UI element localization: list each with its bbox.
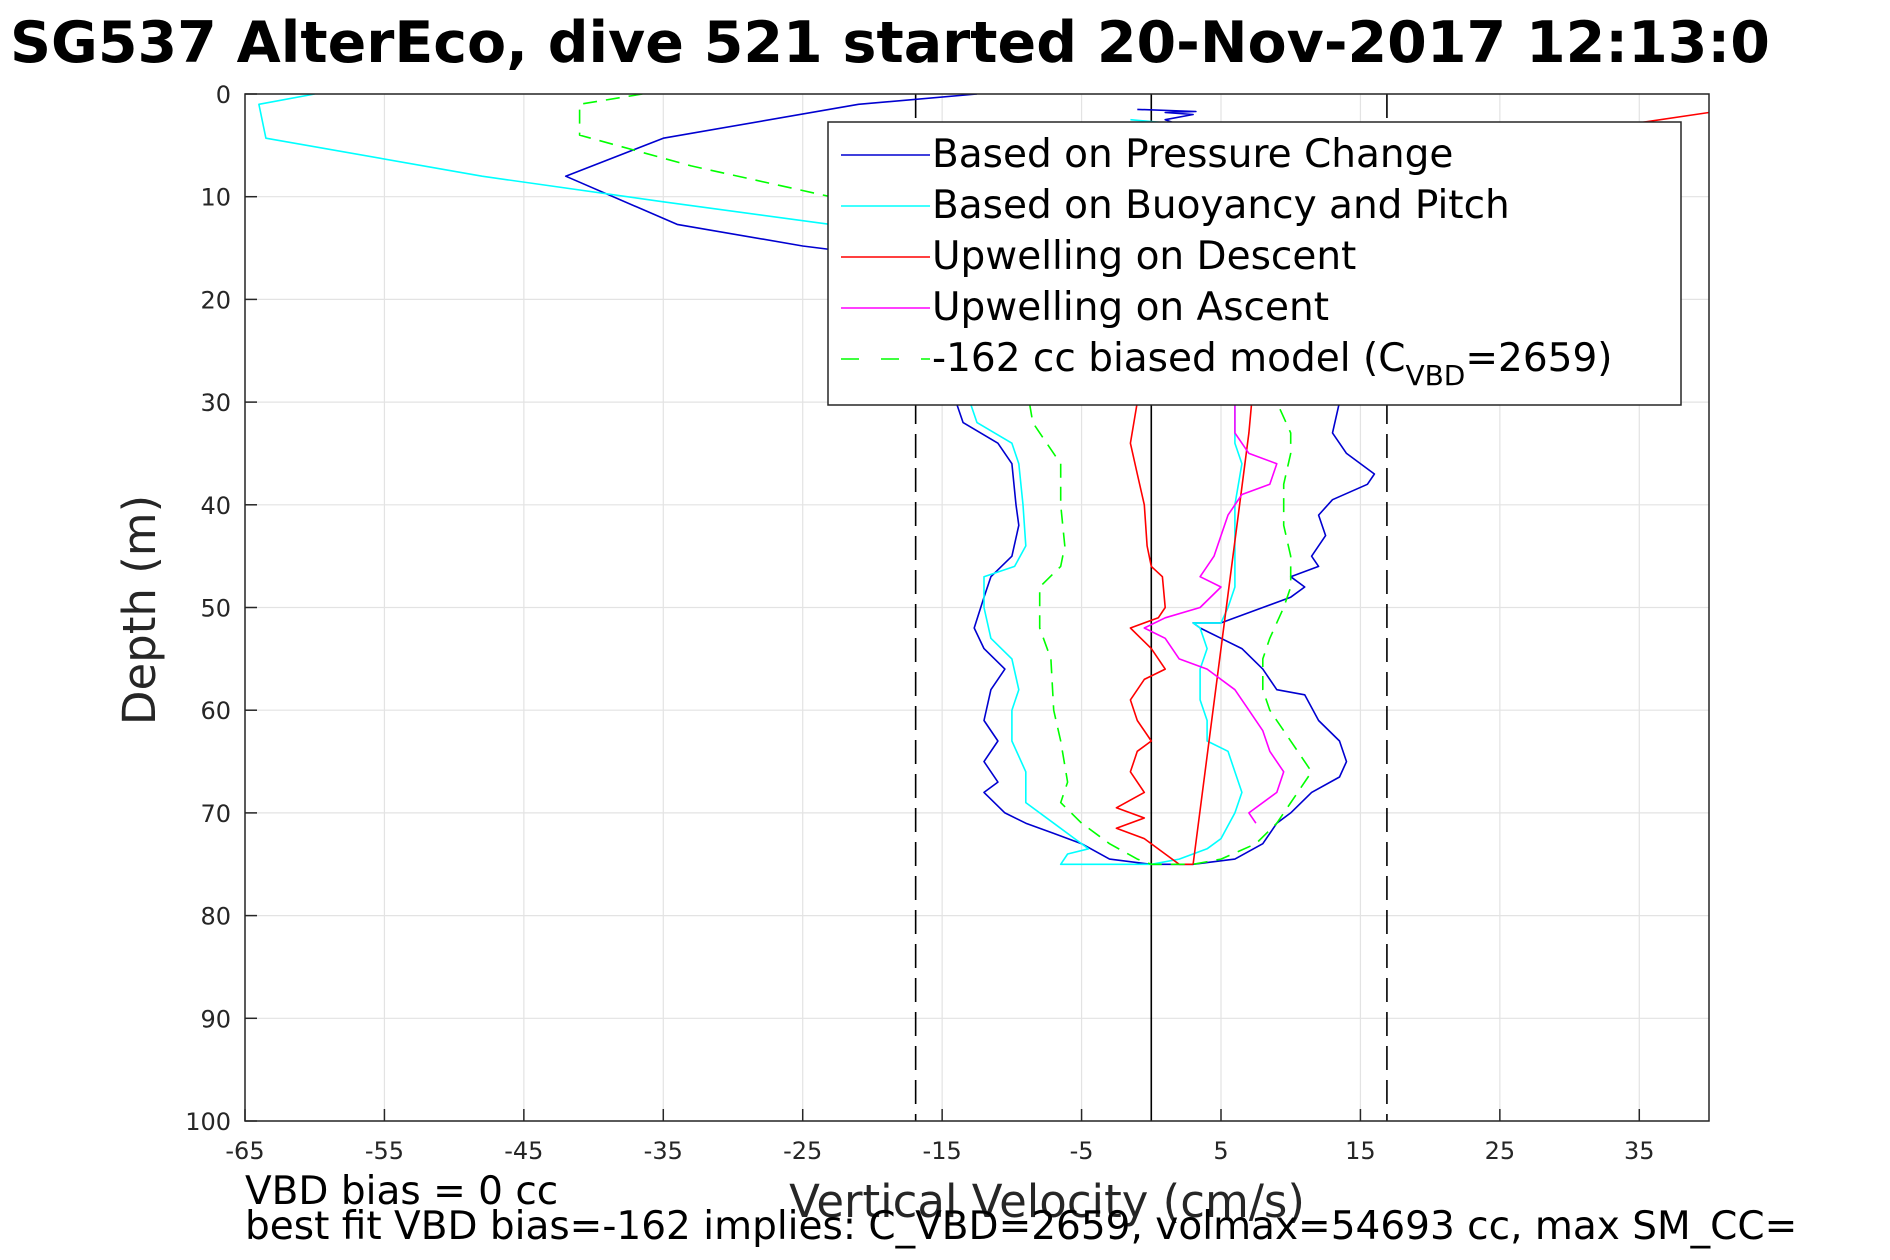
x-axis-label: Vertical Velocity (cm/s) (789, 1175, 1305, 1228)
x-tick-label: -15 (923, 1137, 962, 1165)
x-tick-label: -55 (365, 1137, 404, 1165)
y-tick-label: 70 (200, 800, 231, 828)
y-tick-label: 90 (200, 1005, 231, 1033)
chart-title: SG537 AlterEco, dive 521 started 20-Nov-… (10, 10, 1770, 76)
legend-label-end: =2659) (1465, 336, 1612, 381)
vbd-bias-note: VBD bias = 0 cc (245, 1169, 558, 1214)
y-tick-label: 0 (216, 81, 231, 109)
y-tick-label: 60 (200, 697, 231, 725)
series-line-buoyancy (258, 94, 1243, 866)
y-tick-label: 80 (200, 903, 231, 931)
legend-label: -162 cc biased model (CVBD=2659) (932, 336, 1613, 392)
legend: Based on Pressure Change Based on Buoyanc… (827, 121, 1682, 406)
x-axis-ticks: -65 -55 -45 -35 -25 -15 -5 5 15 25 35 (225, 1109, 1655, 1165)
y-axis-label: Depth (m) (113, 495, 166, 725)
y-tick-label: 100 (185, 1108, 231, 1136)
series-line-model (578, 94, 1313, 866)
series-line-ascent (1143, 402, 1285, 824)
legend-label: Upwelling on Descent (932, 234, 1356, 279)
y-tick-label: 20 (200, 286, 231, 314)
y-tick-label: 40 (200, 492, 231, 520)
best-fit-note: best fit VBD bias=-162 implies: C_VBD=26… (245, 1204, 1797, 1249)
legend-label: Upwelling on Ascent (932, 285, 1329, 330)
x-tick-label: 5 (1213, 1137, 1228, 1165)
series-line-descent (1115, 401, 1194, 866)
legend-label: Based on Pressure Change (932, 132, 1453, 177)
x-tick-label: -45 (504, 1137, 543, 1165)
series-line-upwelling_descent_top (1639, 111, 1709, 124)
x-tick-label: 15 (1345, 1137, 1376, 1165)
legend-box (827, 121, 1682, 406)
legend-label: Based on Buoyancy and Pitch (932, 183, 1510, 228)
x-tick-label: 25 (1485, 1137, 1516, 1165)
y-tick-label: 10 (200, 184, 231, 212)
x-tick-label: -65 (225, 1137, 264, 1165)
legend-label-subscript: VBD (1405, 359, 1465, 392)
legend-label-main: -162 cc biased model (C (932, 336, 1405, 381)
series-line-pressure (564, 94, 1376, 866)
y-tick-label: 50 (200, 595, 231, 623)
y-axis-ticks: 0 10 20 30 40 50 60 70 80 90 100 (185, 81, 257, 1136)
x-tick-label: -5 (1070, 1137, 1094, 1165)
x-tick-label: -25 (783, 1137, 822, 1165)
y-tick-label: 30 (200, 389, 231, 417)
series-line-upwelling_descent_line (1192, 402, 1253, 865)
x-tick-label: -35 (644, 1137, 683, 1165)
data-series (258, 94, 1709, 866)
x-tick-label: 35 (1624, 1137, 1655, 1165)
